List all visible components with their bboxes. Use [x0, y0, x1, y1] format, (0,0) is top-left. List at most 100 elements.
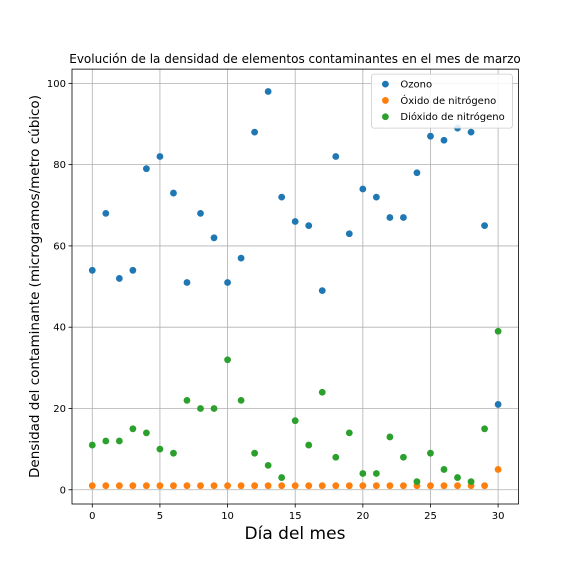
- y-tick-label: 0: [60, 485, 66, 496]
- data-point: [427, 449, 434, 457]
- data-point: [494, 401, 502, 408]
- data-point: [332, 153, 340, 160]
- data-point: [291, 482, 299, 490]
- data-point: [454, 482, 461, 490]
- grid: [72, 69, 519, 504]
- data-point: [183, 482, 191, 490]
- data-point: [345, 429, 353, 437]
- data-point: [143, 165, 150, 173]
- data-point: [210, 482, 218, 490]
- y-tick-label: 80: [53, 160, 66, 171]
- data-point: [440, 136, 448, 144]
- data-point: [210, 405, 218, 412]
- legend-label: Ozono: [400, 80, 432, 91]
- data-point: [481, 425, 488, 433]
- data-point: [264, 461, 272, 469]
- data-point: [251, 482, 259, 490]
- x-tick-label: 0: [89, 511, 95, 522]
- data-point: [345, 482, 353, 490]
- y-axis-label: Densidad del contaminante (microgramos/m…: [27, 95, 43, 478]
- data-point: [264, 88, 272, 95]
- x-tick-label: 20: [356, 511, 369, 522]
- data-point: [386, 433, 394, 441]
- data-point: [237, 482, 245, 490]
- data-point: [129, 266, 137, 274]
- y-tick-label: 60: [53, 241, 66, 252]
- data-point: [359, 470, 367, 477]
- data-point: [400, 482, 407, 490]
- data-point: [115, 482, 123, 490]
- data-point: [291, 417, 299, 425]
- data-point: [494, 327, 502, 335]
- x-tick-label: 5: [157, 511, 163, 522]
- x-tick-label: 15: [289, 511, 302, 522]
- data-point: [143, 482, 150, 490]
- data-point: [386, 482, 394, 490]
- y-tick-label: 100: [47, 79, 66, 90]
- x-tick-label: 10: [221, 511, 234, 522]
- legend-label: Óxido de nitrógeno: [400, 94, 496, 107]
- data-point: [318, 482, 326, 490]
- data-point: [332, 482, 340, 490]
- data-point: [129, 482, 137, 490]
- data-point: [427, 482, 434, 490]
- data-point: [332, 453, 340, 461]
- data-point: [318, 388, 326, 396]
- data-point: [170, 482, 177, 490]
- data-point: [251, 128, 259, 136]
- data-point: [467, 128, 475, 136]
- data-point: [170, 449, 177, 457]
- data-point: [197, 405, 204, 412]
- data-point: [156, 153, 164, 160]
- data-point: [305, 482, 313, 490]
- y-tick-label: 40: [53, 323, 66, 334]
- data-point: [102, 437, 110, 445]
- x-axis-label: Día del mes: [245, 524, 346, 544]
- legend-box: [370, 73, 513, 129]
- y-tick-label: 20: [53, 404, 66, 415]
- data-point: [318, 287, 326, 295]
- legend-marker: [382, 113, 389, 121]
- data-point: [224, 356, 231, 364]
- data-point: [359, 482, 367, 490]
- data-point: [278, 474, 286, 481]
- axis-ticks: 0 5 10 15 20 25 30 0 20 40 60 80 100: [47, 79, 505, 522]
- data-point: [386, 214, 394, 221]
- data-point: [278, 482, 286, 490]
- data-series: [88, 88, 502, 490]
- data-point: [197, 482, 204, 490]
- legend: Ozono Óxido de nitrógeno Dióxido de nitróg…: [370, 73, 513, 129]
- data-point: [197, 210, 204, 217]
- data-point: [481, 222, 488, 229]
- legend-marker: [382, 80, 389, 88]
- data-point: [427, 132, 434, 140]
- data-point: [440, 466, 448, 473]
- data-point: [264, 482, 272, 490]
- data-point: [467, 478, 475, 486]
- data-point: [88, 482, 96, 490]
- data-point: [305, 222, 313, 229]
- data-point: [170, 189, 177, 197]
- data-point: [413, 478, 421, 486]
- data-point: [440, 482, 448, 490]
- data-point: [400, 214, 407, 221]
- data-point: [88, 266, 96, 274]
- data-point: [129, 425, 137, 433]
- data-point: [237, 254, 245, 262]
- data-point: [115, 437, 123, 445]
- data-point: [400, 453, 407, 461]
- x-tick-label: 30: [492, 511, 505, 522]
- data-point: [372, 193, 380, 201]
- data-point: [291, 218, 299, 225]
- data-point: [481, 482, 488, 490]
- data-point: [102, 210, 110, 217]
- data-point: [88, 441, 96, 449]
- data-point: [251, 449, 259, 457]
- data-point: [278, 193, 286, 201]
- data-point: [115, 275, 123, 282]
- data-point: [372, 470, 380, 477]
- series-2: [88, 466, 502, 490]
- data-point: [156, 445, 164, 453]
- data-point: [183, 396, 191, 404]
- data-point: [156, 482, 164, 490]
